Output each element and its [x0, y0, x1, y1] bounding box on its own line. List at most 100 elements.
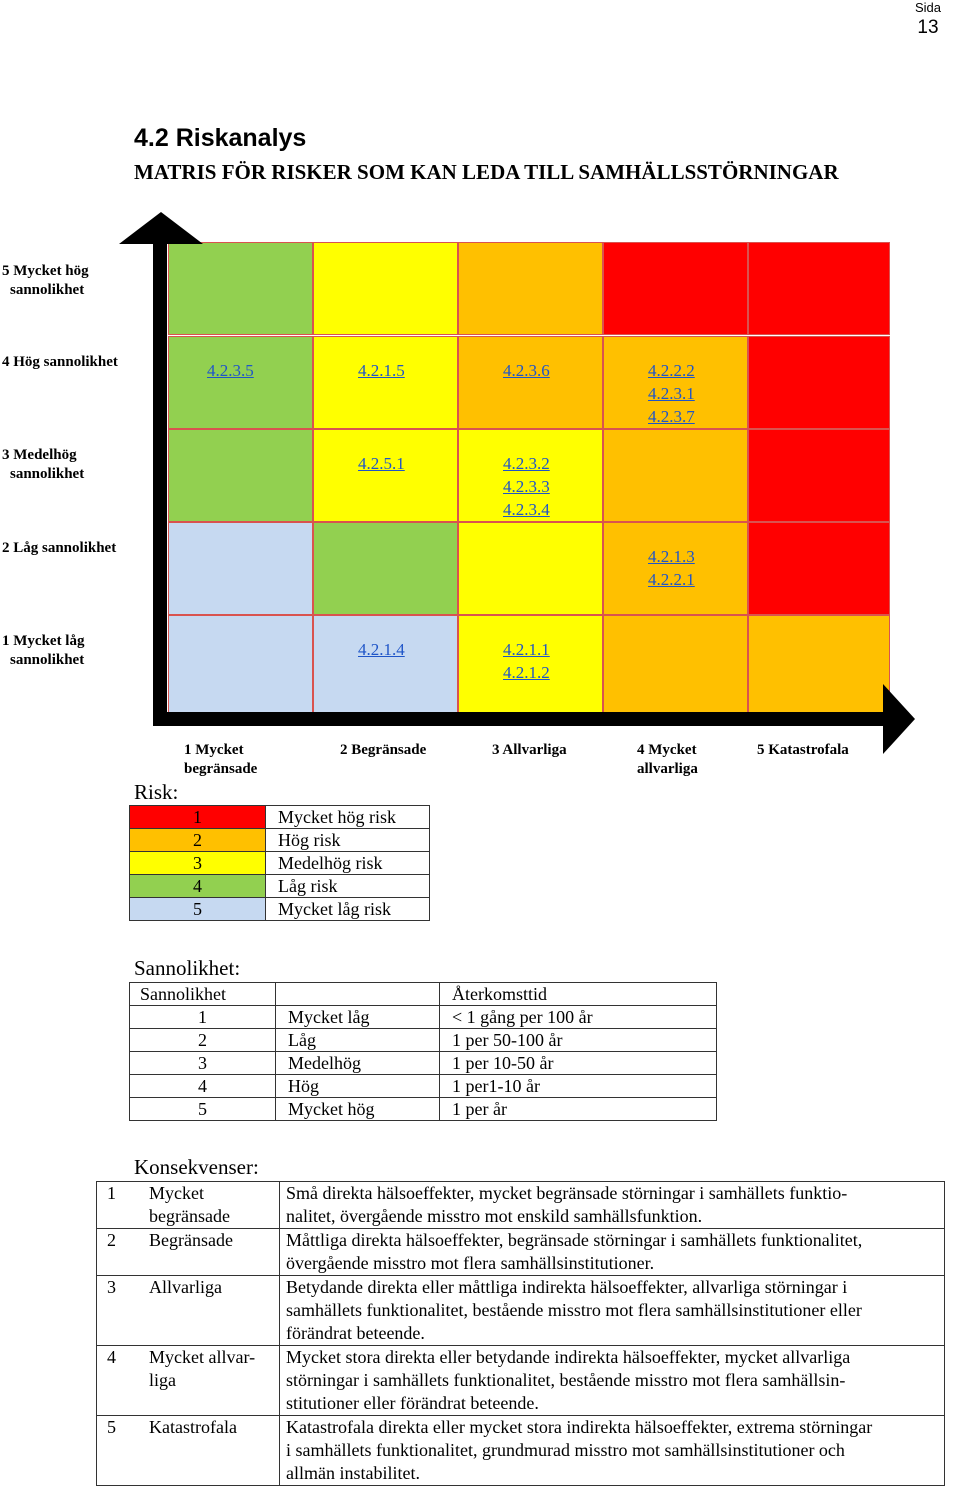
risk-ref-link[interactable]: 4.2.3.3 [503, 477, 550, 496]
x-axis-arrowhead [883, 684, 915, 754]
aterkomsttid-value: 1 per 10-50 år [439, 1051, 717, 1075]
risk-label: Mycket låg risk [265, 897, 430, 921]
matrix-cell [168, 242, 313, 335]
risk-ref-link[interactable]: 4.2.1.4 [358, 640, 405, 659]
x-label-line: 4 Mycket [637, 742, 697, 758]
konsekvens-desc-line: övergående misstro mot flera samhällsins… [286, 1253, 655, 1273]
risk-ref-link[interactable]: 4.2.2.1 [648, 570, 695, 589]
y-axis-arrowhead [119, 212, 203, 244]
sannolikhet-level: 4 [129, 1074, 276, 1098]
konsekvens-description: Mycket stora direkta eller betydande ind… [279, 1345, 945, 1416]
risk-label: Mycket hög risk [265, 805, 430, 829]
risk-ref-link[interactable]: 4.2.2.2 [648, 361, 695, 380]
y-label-5: 5 Mycket hög sannolikhet [2, 262, 142, 300]
konsekvens-desc-line: nalitet, övergående misstro mot enskild … [286, 1206, 703, 1226]
matrix-cell: 4.2.1.4 [313, 615, 458, 715]
konsekvens-description: Betydande direkta eller måttliga indirek… [279, 1275, 945, 1346]
matrix-cell [313, 522, 458, 615]
sannolikhet-label: Mycket hög [275, 1097, 440, 1121]
x-label-line: 2 Begränsade [340, 742, 427, 758]
risk-row: 3 Medelhög risk [129, 851, 430, 875]
konsekvens-desc-line: Mycket stora direkta eller betydande ind… [286, 1347, 851, 1367]
sannolikhet-label: Mycket låg [275, 1005, 440, 1029]
y-label-line: sannolikhet [10, 652, 85, 668]
risk-ref-link[interactable]: 4.2.3.4 [503, 500, 550, 519]
sannolikhet-row: 1 Mycket låg < 1 gång per 100 år [129, 1005, 717, 1029]
konsekvens-description: Måttliga direkta hälsoeffekter, begränsa… [279, 1228, 945, 1276]
y-label-3: 3 Medelhög sannolikhet [2, 446, 142, 484]
konsekvens-label-line: liga [149, 1370, 176, 1390]
risk-level: 2 [129, 828, 266, 852]
sannolikhet-level: 5 [129, 1097, 276, 1121]
risk-ref-link[interactable]: 4.2.3.7 [648, 407, 695, 426]
sannolikhet-level: 3 [129, 1051, 276, 1075]
matrix-cell [748, 242, 890, 335]
konsekvens-desc-line: Katastrofala direkta eller mycket stora … [286, 1417, 873, 1437]
matrix-cell [603, 615, 748, 715]
risk-title: Risk: [134, 780, 179, 804]
page-number-value: 13 [917, 17, 939, 38]
konsekvens-label: Mycket allvar-liga [149, 1345, 280, 1416]
matrix-axes [119, 212, 915, 754]
risk-ref-link[interactable]: 4.2.1.3 [648, 547, 695, 566]
konsekvens-label: Begränsade [149, 1228, 280, 1276]
x-axis-line [153, 712, 887, 726]
konsekvens-label: Allvarliga [149, 1275, 280, 1346]
konsekvens-desc-line: i samhällets funktionalitet, grundmurad … [286, 1440, 845, 1460]
sannolikhet-row: 3 Medelhög 1 per 10-50 år [129, 1051, 717, 1075]
konsekvens-desc-line: samhällets funktionalitet, bestående mis… [286, 1300, 862, 1320]
konsekvens-desc-line: Betydande direkta eller måttliga indirek… [286, 1277, 848, 1297]
konsekvens-level: 5 [96, 1415, 149, 1486]
risk-row: 4 Låg risk [129, 874, 430, 898]
konsekvens-label: Katastrofala [149, 1415, 280, 1486]
konsekvens-desc-line: störningar i samhällets funktionalitet, … [286, 1370, 846, 1390]
risk-ref-link[interactable]: 4.2.5.1 [358, 454, 405, 473]
sannolikhet-row: 2 Låg 1 per 50-100 år [129, 1028, 717, 1052]
matrix-cell: 4.2.1.5 [313, 336, 458, 429]
konsekvens-level: 2 [96, 1228, 149, 1276]
matrix-cell: 4.2.3.2 4.2.3.3 4.2.3.4 [458, 429, 603, 522]
sannolikhet-title: Sannolikhet: [134, 956, 241, 980]
aterkomsttid-value: 1 per1-10 år [439, 1074, 717, 1098]
matrix-cell [603, 242, 748, 335]
risk-ref-link[interactable]: 4.2.1.2 [503, 663, 550, 682]
cell-refs: 4.2.1.5 [358, 359, 405, 382]
aterkomsttid-value: 1 per år [439, 1097, 717, 1121]
risk-ref-link[interactable]: 4.2.3.5 [207, 361, 254, 380]
sannolikhet-row: 4 Hög 1 per1-10 år [129, 1074, 717, 1098]
y-label-line: sannolikhet [10, 282, 85, 298]
cell-refs: 4.2.3.6 [503, 359, 550, 382]
section-title: 4.2 Riskanalys [134, 124, 307, 152]
konsekvens-label: Mycket begränsade [149, 1181, 280, 1229]
risk-ref-link[interactable]: 4.2.3.2 [503, 454, 550, 473]
matrix-cell [168, 615, 313, 715]
risk-row: 2 Hög risk [129, 828, 430, 852]
matrix-cell [603, 429, 748, 522]
risk-level: 4 [129, 874, 266, 898]
y-label-line: 2 Låg sannolikhet [2, 540, 117, 556]
risk-ref-link[interactable]: 4.2.3.1 [648, 384, 695, 403]
x-label-line: allvarliga [637, 761, 698, 777]
konsekvens-row: 5 Katastrofala Katastrofala direkta eller … [96, 1415, 945, 1486]
matrix-title: MATRIS FÖR RISKER SOM KAN LEDA TILL SAMH… [134, 160, 839, 184]
konsekvens-desc-line: allmän instabilitet. [286, 1463, 420, 1483]
sannolikhet-table: Sannolikhet Återkomsttid 1 Mycket låg < 1 … [129, 982, 717, 1121]
cell-refs: 4.2.5.1 [358, 452, 405, 475]
y-label-line: 4 Hög sannolikhet [2, 354, 118, 370]
konsekvens-desc-line: stitutioner eller förändrat beteende. [286, 1393, 539, 1413]
konsekvens-label-line: Begränsade [149, 1230, 233, 1250]
konsekvens-label-line: Mycket [149, 1183, 204, 1203]
y-label-line: 5 Mycket hög [2, 263, 89, 279]
risk-ref-link[interactable]: 4.2.1.5 [358, 361, 405, 380]
y-axis-line [153, 240, 167, 724]
konsekvens-description: Små direkta hälsoeffekter, mycket begrän… [279, 1181, 945, 1229]
sannolikhet-level: 1 [129, 1005, 276, 1029]
risk-ref-link[interactable]: 4.2.1.1 [503, 640, 550, 659]
matrix-cell: 4.2.5.1 [313, 429, 458, 522]
risk-level: 1 [129, 805, 266, 829]
matrix-cell [458, 522, 603, 615]
matrix-cell [748, 615, 890, 715]
risk-ref-link[interactable]: 4.2.3.6 [503, 361, 550, 380]
konsekvens-description: Katastrofala direkta eller mycket stora … [279, 1415, 945, 1486]
konsekvens-desc-line: Små direkta hälsoeffekter, mycket begrän… [286, 1183, 848, 1203]
